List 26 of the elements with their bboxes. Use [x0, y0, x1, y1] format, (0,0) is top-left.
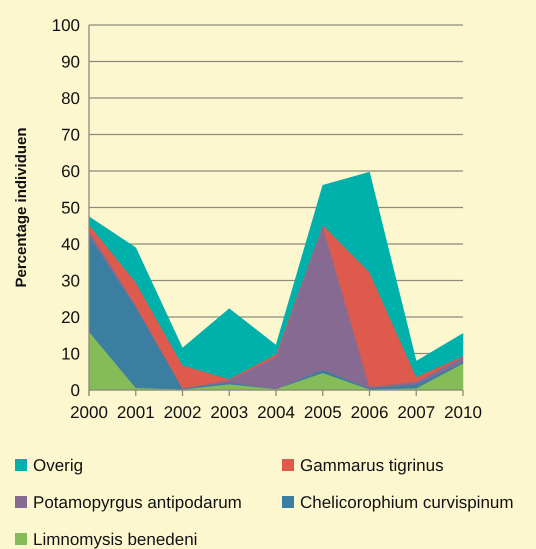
x-tick-label: 2005: [304, 403, 342, 422]
y-tick-label: 0: [70, 381, 80, 400]
x-tick-label: 2004: [257, 403, 295, 422]
x-tick-label: 2000: [70, 403, 108, 422]
y-tick-label: 50: [61, 198, 80, 218]
x-tick-label: 2007: [397, 403, 436, 422]
y-tick-label: 20: [61, 308, 80, 327]
y-tick-label: 30: [61, 272, 80, 290]
legend-label: Potamopyrgus antipodarum: [33, 493, 242, 512]
legend-label: Limnomysis benedeni: [33, 530, 198, 549]
legend-label: Overig: [33, 456, 84, 475]
x-tick-label: 2001: [116, 403, 155, 422]
y-tick-label: 10: [61, 344, 80, 364]
y-tick-label: 60: [61, 162, 80, 181]
x-tick-label: 2003: [210, 403, 248, 422]
y-axis-title: Percentage individuen: [13, 127, 30, 288]
legend-label: Chelicorophium curvispinum: [300, 493, 514, 512]
x-tick-label: 2006: [350, 403, 388, 422]
y-tick-label: 90: [61, 52, 80, 72]
y-tick-label: 40: [61, 235, 80, 254]
y-tick-label: 70: [61, 126, 80, 144]
y-tick-label: 100: [52, 16, 80, 35]
y-tick-label: 80: [61, 89, 80, 108]
x-tick-label: 2010: [444, 403, 482, 422]
x-tick-label: 2002: [164, 403, 202, 422]
legend-label: Gammarus tigrinus: [300, 456, 444, 475]
